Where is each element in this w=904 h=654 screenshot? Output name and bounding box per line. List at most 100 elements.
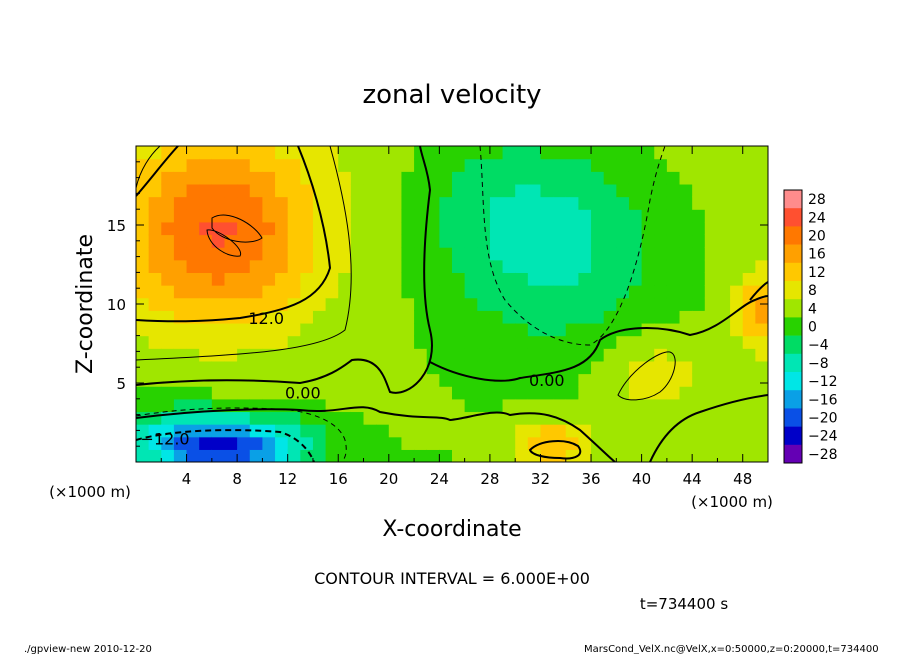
heatmap-cell xyxy=(730,335,744,349)
heatmap-cell xyxy=(553,272,567,286)
heatmap-cell xyxy=(717,247,731,261)
heatmap-cell xyxy=(161,158,175,172)
heatmap-cell xyxy=(692,272,706,286)
heatmap-cell xyxy=(666,196,681,210)
heatmap-cell xyxy=(464,247,478,261)
heatmap-cell xyxy=(287,272,301,286)
heatmap-cell xyxy=(730,411,744,425)
heatmap-cell xyxy=(363,272,377,286)
heatmap-cell xyxy=(186,348,200,362)
heatmap-cell xyxy=(628,348,643,362)
heatmap-cell xyxy=(527,335,542,349)
heatmap-cell xyxy=(616,259,630,273)
heatmap-cell xyxy=(237,449,251,462)
heatmap-cell xyxy=(237,196,251,210)
heatmap-cell xyxy=(527,259,542,273)
heatmap-cell xyxy=(628,183,643,198)
heatmap-cell xyxy=(350,348,365,362)
heatmap-cell xyxy=(565,221,579,236)
heatmap-cell xyxy=(439,221,453,236)
heatmap-cell xyxy=(414,259,428,273)
heatmap-cell xyxy=(553,373,567,387)
heatmap-cell xyxy=(565,335,579,349)
heatmap-cell xyxy=(755,183,768,198)
heatmap-cell xyxy=(312,449,327,462)
heatmap-cell xyxy=(755,436,768,450)
heatmap-cell xyxy=(628,436,643,450)
heatmap-cell xyxy=(148,398,162,413)
heatmap-cell xyxy=(654,234,668,248)
heatmap-cell xyxy=(616,209,630,223)
heatmap-cell xyxy=(641,285,655,299)
heatmap-cell xyxy=(666,424,681,438)
heatmap-cell xyxy=(578,221,592,236)
heatmap-cell xyxy=(211,449,226,462)
heatmap-cell xyxy=(287,386,301,400)
heatmap-cell xyxy=(300,285,314,299)
heatmap-cell xyxy=(692,424,706,438)
heatmap-cell xyxy=(489,436,504,450)
colorbar-label: −8 xyxy=(808,356,829,372)
heatmap-cell xyxy=(502,146,516,160)
heatmap-cell xyxy=(704,285,719,299)
heatmap-cell xyxy=(679,196,693,210)
heatmap-cell xyxy=(173,183,188,198)
heatmap-cell xyxy=(148,449,162,462)
heatmap-cell xyxy=(388,285,403,299)
heatmap-cell xyxy=(426,398,440,413)
heatmap-cell xyxy=(300,221,314,236)
x-ticks: 4 8 12 16 20 24 28 32 36 40 44 48 xyxy=(160,146,752,488)
heatmap-cell xyxy=(654,386,668,400)
heatmap-cell xyxy=(489,146,504,160)
heatmap-cell xyxy=(363,386,377,400)
heatmap-cell xyxy=(325,209,339,223)
heatmap-cell xyxy=(426,348,440,362)
heatmap-cell xyxy=(666,146,681,160)
heatmap-cell xyxy=(616,348,630,362)
heatmap-cell xyxy=(565,386,579,400)
heatmap-cell xyxy=(376,335,390,349)
heatmap-cell xyxy=(401,310,415,324)
heatmap-cell xyxy=(136,171,150,185)
heatmap-cell xyxy=(464,234,478,248)
heatmap-cell xyxy=(173,335,188,349)
heatmap-cell xyxy=(452,234,466,248)
heatmap-cell xyxy=(249,449,263,462)
heatmap-cell xyxy=(376,449,390,462)
heatmap-cell xyxy=(312,411,327,425)
heatmap-cell xyxy=(477,272,491,286)
heatmap-cell xyxy=(350,310,365,324)
heatmap-cell xyxy=(489,335,504,349)
heatmap-cell xyxy=(692,183,706,198)
heatmap-cell xyxy=(628,310,643,324)
heatmap-cell xyxy=(173,348,188,362)
heatmap-cell xyxy=(211,360,226,375)
heatmap-cell xyxy=(477,398,491,413)
heatmap-cell xyxy=(363,196,377,210)
heatmap-cell xyxy=(730,209,744,223)
heatmap-cell xyxy=(350,360,365,375)
heatmap-cell xyxy=(300,373,314,387)
heatmap-cell xyxy=(275,436,289,450)
heatmap-cell xyxy=(452,247,466,261)
heatmap-cell xyxy=(755,411,768,425)
heatmap-cell xyxy=(704,221,719,236)
heatmap-cell xyxy=(224,196,238,210)
heatmap-cell xyxy=(692,146,706,160)
heatmap-cell xyxy=(603,373,617,387)
heatmap-cell xyxy=(136,285,150,299)
heatmap-cell xyxy=(439,234,453,248)
heatmap-cell xyxy=(312,247,327,261)
heatmap-cell xyxy=(489,183,504,198)
heatmap-cell xyxy=(186,234,200,248)
heatmap-cell xyxy=(426,247,440,261)
heatmap-cell xyxy=(186,398,200,413)
heatmap-cell xyxy=(515,183,529,198)
heatmap-cell xyxy=(603,335,617,349)
heatmap-cell xyxy=(275,386,289,400)
heatmap-cell xyxy=(616,310,630,324)
heatmap-cell xyxy=(603,196,617,210)
heatmap-cell xyxy=(414,209,428,223)
heatmap-cell xyxy=(148,436,162,450)
